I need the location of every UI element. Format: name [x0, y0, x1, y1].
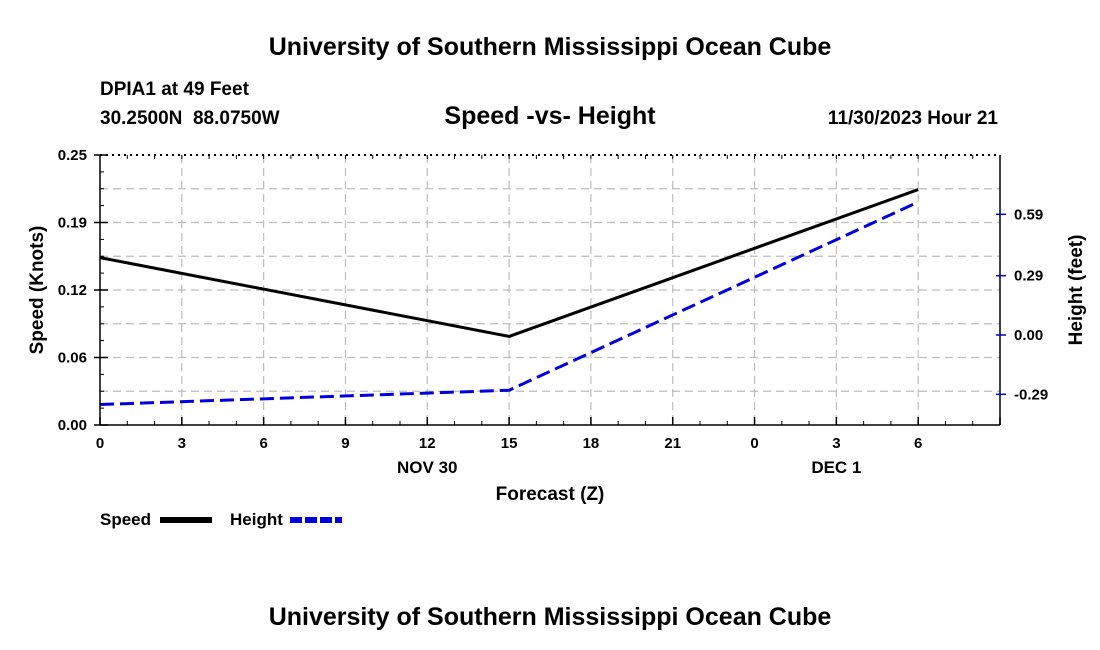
series-layer [99, 188, 919, 407]
y-right-tick-label: 0.59 [1014, 206, 1043, 223]
x-tick-label: 18 [583, 435, 600, 452]
plot-frame [99, 154, 1001, 426]
x-tick-label: 0 [96, 435, 104, 452]
y-right-tick-label: 0.00 [1014, 327, 1043, 344]
series-line-height [99, 200, 919, 407]
y-axis-left: 0.00 0.06 0.12 0.19 0.25 [58, 147, 108, 434]
y-right-tick-label: -0.29 [1014, 386, 1048, 403]
x-tick-label: 0 [750, 435, 758, 452]
y-left-tick-label: 0.12 [58, 282, 87, 299]
timestamp-label: 11/30/2023 Hour 21 [828, 108, 998, 129]
legend: Speed Height [100, 510, 342, 529]
date-label: NOV 30 [397, 458, 457, 477]
x-tick-label: 6 [259, 435, 267, 452]
date-labels: NOV 30 DEC 1 [397, 458, 861, 477]
y-left-tick-label: 0.25 [58, 147, 87, 164]
y-axis-left-title: Speed (Knots) [27, 226, 48, 355]
chart-title: Speed -vs- Height [444, 102, 656, 130]
y-axis-right: -0.29 0.00 0.29 0.59 [996, 206, 1048, 403]
x-axis: 0 3 6 9 12 15 18 21 0 3 6 [96, 417, 1001, 452]
x-tick-label: 15 [501, 435, 518, 452]
x-tick-label: 12 [419, 435, 436, 452]
grid [100, 155, 1000, 425]
series-line-speed [99, 188, 919, 338]
y-left-tick-label: 0.19 [58, 215, 87, 232]
y-axis-right-title: Height (feet) [1066, 235, 1087, 346]
y-left-tick-label: 0.06 [58, 350, 87, 367]
x-tick-label: 9 [341, 435, 349, 452]
legend-label-speed: Speed [100, 510, 151, 529]
footer-title: University of Southern Mississippi Ocean… [269, 603, 832, 631]
station-label: DPIA1 at 49 Feet [100, 79, 250, 100]
y-right-tick-label: 0.29 [1014, 268, 1043, 285]
header-title: University of Southern Mississippi Ocean… [269, 33, 832, 61]
x-axis-title: Forecast (Z) [496, 484, 605, 505]
x-tick-label: 3 [178, 435, 186, 452]
x-tick-label: 6 [914, 435, 922, 452]
legend-label-height: Height [230, 510, 283, 529]
y-left-tick-label: 0.00 [58, 417, 87, 434]
x-tick-label: 3 [832, 435, 840, 452]
x-tick-label: 21 [664, 435, 681, 452]
date-label: DEC 1 [811, 458, 861, 477]
coordinates-label: 30.2500N 88.0750W [100, 108, 280, 129]
